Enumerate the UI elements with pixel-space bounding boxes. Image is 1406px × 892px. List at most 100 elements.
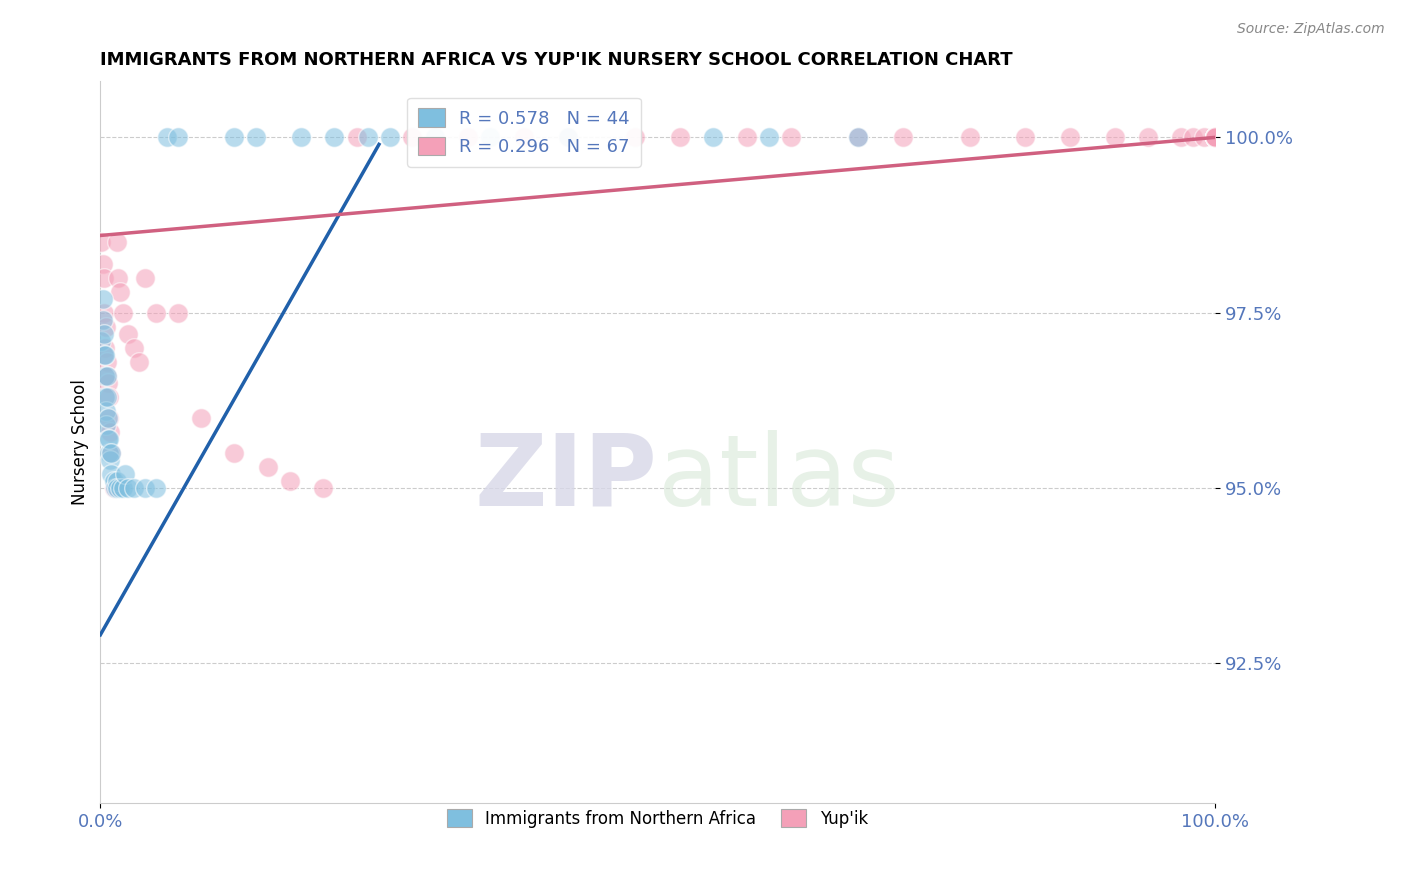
Point	[312, 481, 335, 495]
Point	[513, 130, 536, 145]
Point	[323, 130, 346, 145]
Point	[100, 452, 122, 467]
Point	[557, 130, 579, 145]
Point	[1204, 130, 1226, 145]
Point	[702, 130, 724, 145]
Point	[145, 305, 167, 319]
Point	[1204, 130, 1226, 145]
Point	[94, 341, 117, 355]
Point	[107, 270, 129, 285]
Point	[91, 312, 114, 326]
Point	[278, 474, 301, 488]
Point	[105, 235, 128, 250]
Point	[1204, 130, 1226, 145]
Point	[1204, 130, 1226, 145]
Point	[1204, 130, 1226, 145]
Point	[1204, 130, 1226, 145]
Point	[378, 130, 401, 145]
Point	[90, 334, 112, 348]
Point	[357, 130, 380, 145]
Point	[1136, 130, 1159, 145]
Point	[156, 130, 179, 145]
Point	[1204, 130, 1226, 145]
Point	[557, 130, 579, 145]
Text: Source: ZipAtlas.com: Source: ZipAtlas.com	[1237, 22, 1385, 37]
Point	[457, 130, 479, 145]
Point	[758, 130, 780, 145]
Point	[290, 130, 312, 145]
Point	[1204, 130, 1226, 145]
Point	[1204, 130, 1226, 145]
Point	[103, 481, 125, 495]
Point	[93, 326, 115, 341]
Point	[780, 130, 803, 145]
Point	[1204, 130, 1226, 145]
Point	[96, 368, 118, 383]
Point	[1204, 130, 1226, 145]
Point	[91, 292, 114, 306]
Point	[105, 474, 128, 488]
Point	[346, 130, 368, 145]
Point	[1192, 130, 1215, 145]
Point	[1204, 130, 1226, 145]
Point	[1204, 130, 1226, 145]
Point	[1204, 130, 1226, 145]
Point	[167, 305, 190, 319]
Point	[97, 376, 120, 390]
Point	[94, 348, 117, 362]
Point	[98, 390, 121, 404]
Point	[959, 130, 981, 145]
Point	[100, 445, 122, 459]
Point	[222, 130, 245, 145]
Point	[167, 130, 190, 145]
Point	[100, 445, 122, 459]
Point	[110, 285, 132, 299]
Point	[134, 481, 156, 495]
Point	[94, 390, 117, 404]
Point	[94, 417, 117, 432]
Point	[117, 326, 139, 341]
Point	[122, 481, 145, 495]
Point	[423, 130, 446, 145]
Point	[1104, 130, 1126, 145]
Point	[1204, 130, 1226, 145]
Text: ZIP: ZIP	[475, 430, 658, 527]
Point	[93, 270, 115, 285]
Point	[846, 130, 869, 145]
Point	[1204, 130, 1226, 145]
Point	[100, 467, 122, 481]
Point	[93, 305, 115, 319]
Point	[90, 235, 112, 250]
Point	[669, 130, 692, 145]
Point	[256, 459, 278, 474]
Point	[190, 410, 212, 425]
Point	[93, 348, 115, 362]
Point	[245, 130, 267, 145]
Text: atlas: atlas	[658, 430, 900, 527]
Point	[222, 445, 245, 459]
Point	[1059, 130, 1081, 145]
Point	[846, 130, 869, 145]
Legend: Immigrants from Northern Africa, Yup'ik: Immigrants from Northern Africa, Yup'ik	[440, 803, 875, 834]
Point	[735, 130, 758, 145]
Point	[1014, 130, 1036, 145]
Point	[98, 432, 121, 446]
Point	[891, 130, 914, 145]
Point	[97, 410, 120, 425]
Point	[98, 445, 121, 459]
Point	[134, 270, 156, 285]
Point	[114, 467, 136, 481]
Point	[100, 425, 122, 439]
Point	[122, 341, 145, 355]
Point	[104, 481, 127, 495]
Point	[128, 354, 150, 368]
Point	[145, 481, 167, 495]
Point	[103, 474, 125, 488]
Point	[98, 410, 121, 425]
Point	[97, 432, 120, 446]
Point	[94, 403, 117, 417]
Point	[1170, 130, 1192, 145]
Point	[105, 481, 128, 495]
Point	[96, 354, 118, 368]
Point	[401, 130, 423, 145]
